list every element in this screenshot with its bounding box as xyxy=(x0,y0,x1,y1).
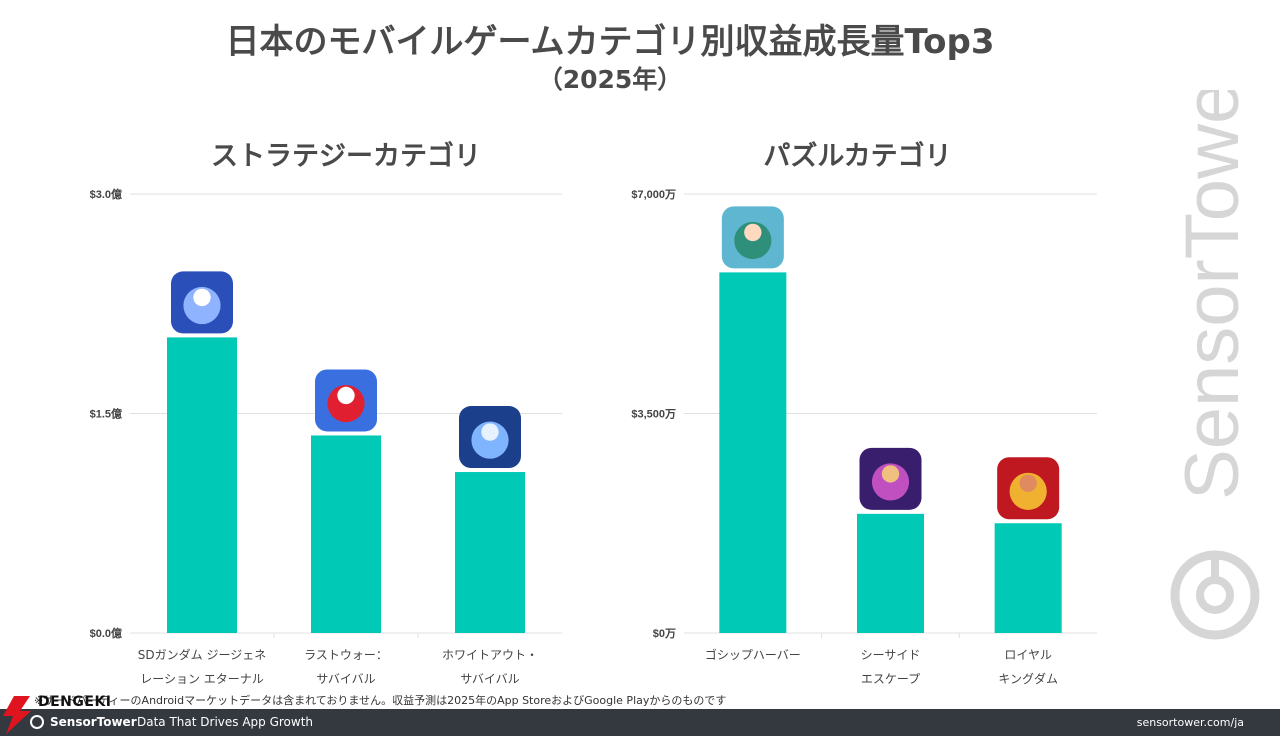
category-label: ゴシップハーバー xyxy=(705,647,801,662)
category-label: ロイヤル xyxy=(1004,648,1052,662)
footnote: ※サードパーティーのAndroidマーケットデータは含まれておりません。収益予測… xyxy=(34,694,727,707)
footer-bar: SensorTower Data That Drives App Growth … xyxy=(0,709,1280,736)
whiteout-survival-app-icon xyxy=(459,406,521,469)
category-label: シーサイド xyxy=(861,648,921,662)
y-tick-label: $0万 xyxy=(653,627,676,640)
last-war-app-icon xyxy=(315,369,377,432)
bar xyxy=(311,435,381,633)
footer-brand: SensorTower xyxy=(50,715,137,729)
watermark-text: SensorTower xyxy=(1170,90,1255,500)
category-label: レーション エターナル xyxy=(140,672,264,686)
seaside-escape-app-icon xyxy=(859,447,922,510)
category-label: サバイバル xyxy=(460,672,519,686)
y-tick-label: $7,000万 xyxy=(631,188,676,201)
gundam-app-icon xyxy=(171,271,233,334)
dengeki-logo: DENGEKI xyxy=(0,692,128,736)
category-label: エスケープ xyxy=(861,672,920,686)
dengeki-logo-text: DENGEKI xyxy=(38,694,112,710)
gossip-harbor-app-icon xyxy=(721,206,784,269)
lightning-bolt-icon xyxy=(3,696,31,734)
category-label: ホワイトアウト・ xyxy=(442,648,538,662)
category-label: SDガンダム ジージェネ xyxy=(138,647,266,662)
sensortower-logo-icon xyxy=(1170,550,1260,640)
bar xyxy=(167,337,237,633)
category-label: ラストウォー： xyxy=(304,648,388,662)
sensortower-watermark: SensorTower xyxy=(1170,90,1260,640)
bar xyxy=(857,513,924,633)
strategy-chart-title: ストラテジーカテゴリ xyxy=(211,141,481,172)
y-tick-label: $1.5億 xyxy=(90,407,122,421)
puzzle-chart-title: パズルカテゴリ xyxy=(763,141,952,172)
page-subtitle: （2025年） xyxy=(537,65,683,94)
page-title: 日本のモバイルゲームカテゴリ別収益成長量Top3 xyxy=(225,22,995,62)
category-label: サバイバル xyxy=(316,672,375,686)
bar xyxy=(455,472,525,633)
bar xyxy=(994,523,1062,633)
royal-kingdom-app-icon xyxy=(997,457,1060,520)
y-tick-label: $0.0億 xyxy=(90,626,122,640)
bar xyxy=(719,272,787,633)
footer-tagline: Data That Drives App Growth xyxy=(137,715,314,729)
y-tick-label: $3.0億 xyxy=(90,187,122,201)
footer-url[interactable]: sensortower.com/ja xyxy=(1136,716,1244,729)
sensortower-icon xyxy=(30,715,44,729)
category-label: キングダム xyxy=(998,671,1058,686)
y-tick-label: $3,500万 xyxy=(631,408,676,421)
